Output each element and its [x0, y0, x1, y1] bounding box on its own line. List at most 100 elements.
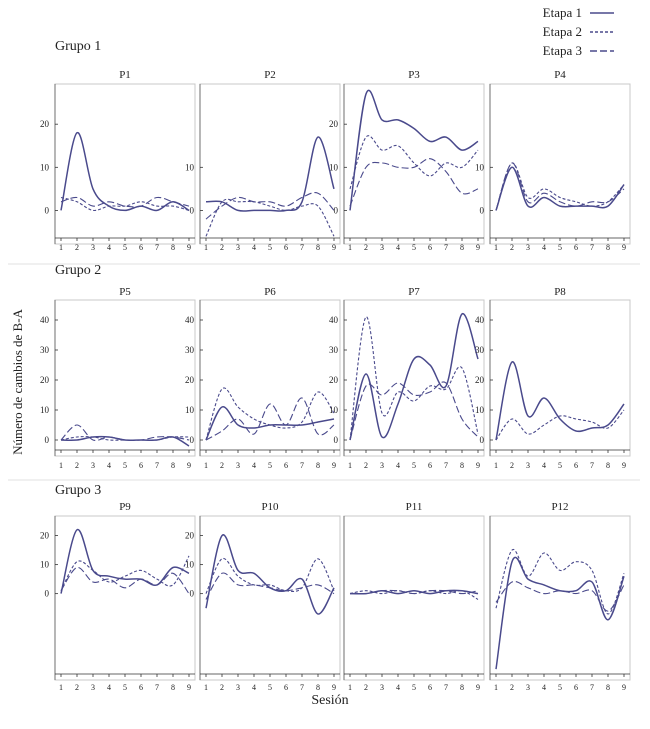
y-tick-label: 0 [190, 435, 195, 445]
y-tick-label: 0 [45, 589, 50, 599]
x-tick-label: 1 [348, 243, 352, 252]
x-tick-label: 8 [460, 683, 464, 692]
series-line-etapa-3 [60, 424, 190, 441]
x-tick-label: 3 [526, 461, 530, 470]
x-tick-label: 2 [220, 683, 224, 692]
y-tick-label: 40 [329, 315, 339, 325]
x-tick-label: 2 [75, 461, 79, 470]
y-tick-label: 40 [40, 315, 50, 325]
chart-panel-p6: P6 1 2 3 4 5 6 7 8 9 0 10 20 30 40 [185, 286, 341, 470]
x-tick-label: 7 [444, 683, 448, 692]
x-tick-label: 1 [59, 243, 63, 252]
x-tick-label: 1 [59, 683, 63, 692]
x-tick-label: 3 [236, 683, 240, 692]
x-tick-label: 4 [252, 683, 256, 692]
panel-title: P2 [264, 69, 276, 81]
y-tick-label: 20 [40, 119, 50, 129]
x-tick-label: 2 [364, 243, 368, 252]
series-line-etapa-3 [495, 580, 625, 612]
x-tick-label: 9 [332, 461, 336, 470]
x-tick-label: 4 [252, 243, 256, 252]
x-tick-label: 8 [606, 243, 610, 252]
legend-label: Etapa 3 [543, 43, 582, 58]
series-line-etapa-3 [349, 158, 479, 207]
y-tick-label: 20 [329, 119, 339, 129]
x-tick-label: 3 [526, 683, 530, 692]
y-tick-label: 0 [334, 205, 339, 215]
x-tick-label: 7 [300, 683, 304, 692]
x-tick-label: 5 [558, 683, 562, 692]
series-line-etapa-2 [495, 549, 625, 615]
x-tick-label: 9 [187, 683, 191, 692]
series-line-etapa-1 [495, 556, 625, 670]
x-tick-label: 5 [123, 243, 127, 252]
x-tick-label: 5 [268, 461, 272, 470]
x-tick-label: 5 [558, 461, 562, 470]
x-tick-label: 9 [622, 243, 626, 252]
x-tick-label: 7 [444, 243, 448, 252]
panel-title: P9 [119, 501, 131, 513]
y-tick-label: 40 [185, 315, 195, 325]
x-tick-label: 9 [622, 461, 626, 470]
x-tick-label: 7 [590, 243, 594, 252]
x-tick-label: 1 [348, 461, 352, 470]
x-tick-label: 3 [91, 683, 95, 692]
panel-frame [489, 515, 631, 681]
series-line-etapa-2 [495, 409, 625, 441]
panel-title: P3 [408, 69, 420, 81]
series-line-etapa-2 [349, 135, 479, 190]
x-tick-label: 5 [123, 683, 127, 692]
panel-title: P10 [261, 501, 279, 513]
panel-title: P6 [264, 286, 276, 298]
chart-panel-p3: P3 1 2 3 4 5 6 7 8 9 0 10 20 [329, 69, 485, 252]
y-tick-label: 20 [329, 375, 339, 385]
x-tick-label: 9 [476, 683, 480, 692]
x-tick-label: 2 [510, 243, 514, 252]
x-tick-label: 6 [428, 243, 432, 252]
panel-title: P5 [119, 286, 131, 298]
chart-panel-p8: P8 1 2 3 4 5 6 7 8 9 0 10 20 30 40 [475, 286, 631, 470]
x-tick-label: 7 [300, 243, 304, 252]
series-line-etapa-2 [60, 196, 190, 212]
chart-panel-p2: P2 1 2 3 4 5 6 7 8 9 0 10 [185, 69, 341, 252]
chart-panel-p4: P4 1 2 3 4 5 6 7 8 9 0 10 [475, 69, 631, 252]
x-tick-label: 7 [155, 461, 159, 470]
chart-panel-p7: P7 1 2 3 4 5 6 7 8 9 0 10 20 30 40 [329, 286, 485, 470]
x-tick-label: 8 [460, 243, 464, 252]
x-tick-label: 7 [300, 461, 304, 470]
x-tick-label: 1 [494, 461, 498, 470]
x-tick-label: 2 [510, 461, 514, 470]
legend-label: Etapa 1 [543, 5, 582, 20]
panel-frame [343, 83, 485, 245]
x-tick-label: 3 [380, 461, 384, 470]
x-tick-label: 8 [316, 683, 320, 692]
x-tick-label: 5 [412, 461, 416, 470]
y-tick-label: 40 [475, 315, 485, 325]
x-tick-label: 1 [494, 683, 498, 692]
y-tick-label: 10 [329, 162, 339, 172]
x-tick-label: 5 [412, 683, 416, 692]
series-line-etapa-1 [205, 406, 335, 441]
x-tick-label: 4 [542, 683, 546, 692]
x-tick-label: 6 [284, 683, 288, 692]
x-tick-label: 3 [91, 461, 95, 470]
panel-title: P12 [551, 501, 568, 513]
x-tick-label: 3 [236, 243, 240, 252]
y-tick-label: 20 [40, 531, 50, 541]
y-tick-label: 10 [185, 560, 195, 570]
x-tick-label: 7 [155, 243, 159, 252]
x-tick-label: 6 [428, 683, 432, 692]
series-line-etapa-2 [205, 387, 335, 441]
y-tick-label: 10 [40, 162, 50, 172]
x-tick-label: 8 [171, 683, 175, 692]
series-line-etapa-1 [349, 89, 479, 211]
panel-frame [199, 515, 341, 681]
y-tick-label: 10 [475, 405, 485, 415]
x-axis-label: Sesión [311, 693, 348, 708]
x-tick-label: 1 [204, 461, 208, 470]
panel-frame [343, 299, 485, 457]
y-axis-label: Número de cambios de B-A [10, 308, 25, 454]
x-tick-label: 7 [155, 683, 159, 692]
panel-title: P8 [554, 286, 566, 298]
chart-panel-p11: P11 1 2 3 4 5 6 7 8 9 [343, 501, 485, 692]
